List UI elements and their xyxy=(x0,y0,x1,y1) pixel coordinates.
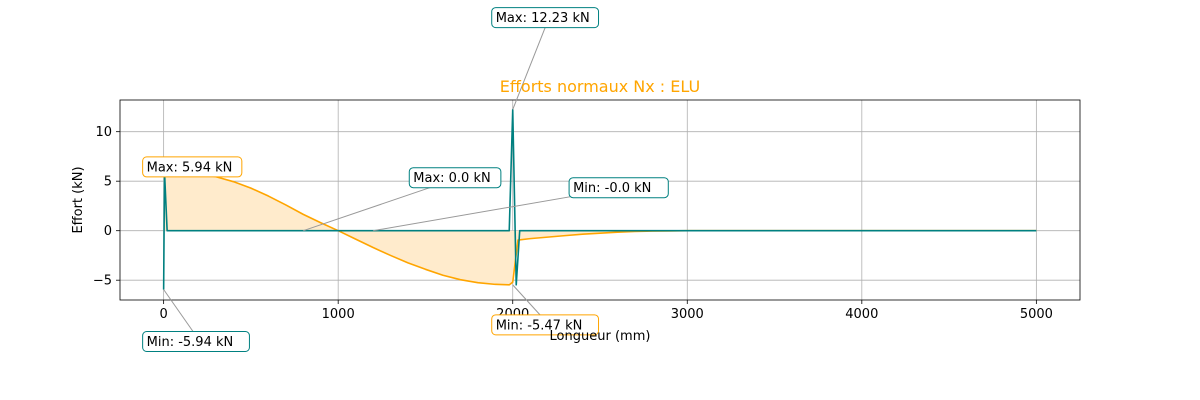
annotation: Min: -5.47 kN xyxy=(491,284,600,336)
annotation-box xyxy=(408,167,502,189)
annotation: Max: 5.94 kN xyxy=(142,156,243,178)
x-axis-label: Longueur (mm) xyxy=(550,329,651,344)
annotation: Min: -0.0 kN xyxy=(373,177,669,232)
x-tick-label: 3000 xyxy=(671,307,704,322)
annotation-arrow xyxy=(512,17,550,110)
y-tick-label: 0 xyxy=(104,224,112,239)
annotation-box xyxy=(142,156,243,178)
y-tick-label: −5 xyxy=(93,274,112,289)
annotation-box xyxy=(491,7,600,29)
annotation-label: Min: -5.94 kN xyxy=(147,335,234,350)
annotation-box xyxy=(142,331,250,353)
annotations: Max: 5.94 kN Min: -5.94 kN Max: 0.0 kN Min:… xyxy=(142,7,669,353)
plot-frame xyxy=(119,99,1081,301)
annotation: Max: 12.23 kN xyxy=(491,7,600,110)
x-tick-label: 4000 xyxy=(845,307,878,322)
annotation-label: Max: 0.0 kN xyxy=(413,171,490,186)
y-tick-label: 5 xyxy=(104,175,112,190)
annotation: Max: 0.0 kN xyxy=(303,167,502,232)
annotation-box xyxy=(568,177,669,199)
x-tick-label: 1000 xyxy=(322,307,355,322)
annotation-label: Min: -5.47 kN xyxy=(496,318,583,333)
series-line-1 xyxy=(162,108,1037,290)
annotation-label: Max: 5.94 kN xyxy=(147,160,233,175)
x-tick-label: 5000 xyxy=(1020,307,1053,322)
chart-title: Efforts normaux Nx : ELU xyxy=(500,77,700,96)
y-axis-label: Effort (kN) xyxy=(71,166,86,233)
annotation-box xyxy=(491,314,600,336)
annotation-label: Min: -0.0 kN xyxy=(573,181,651,196)
annotation-label: Max: 12.23 kN xyxy=(496,11,590,26)
y-tick-label: 10 xyxy=(95,125,112,140)
x-tick-label: 0 xyxy=(159,307,167,322)
series-lines xyxy=(162,108,1037,290)
annotation: Min: -5.94 kN xyxy=(142,289,250,353)
